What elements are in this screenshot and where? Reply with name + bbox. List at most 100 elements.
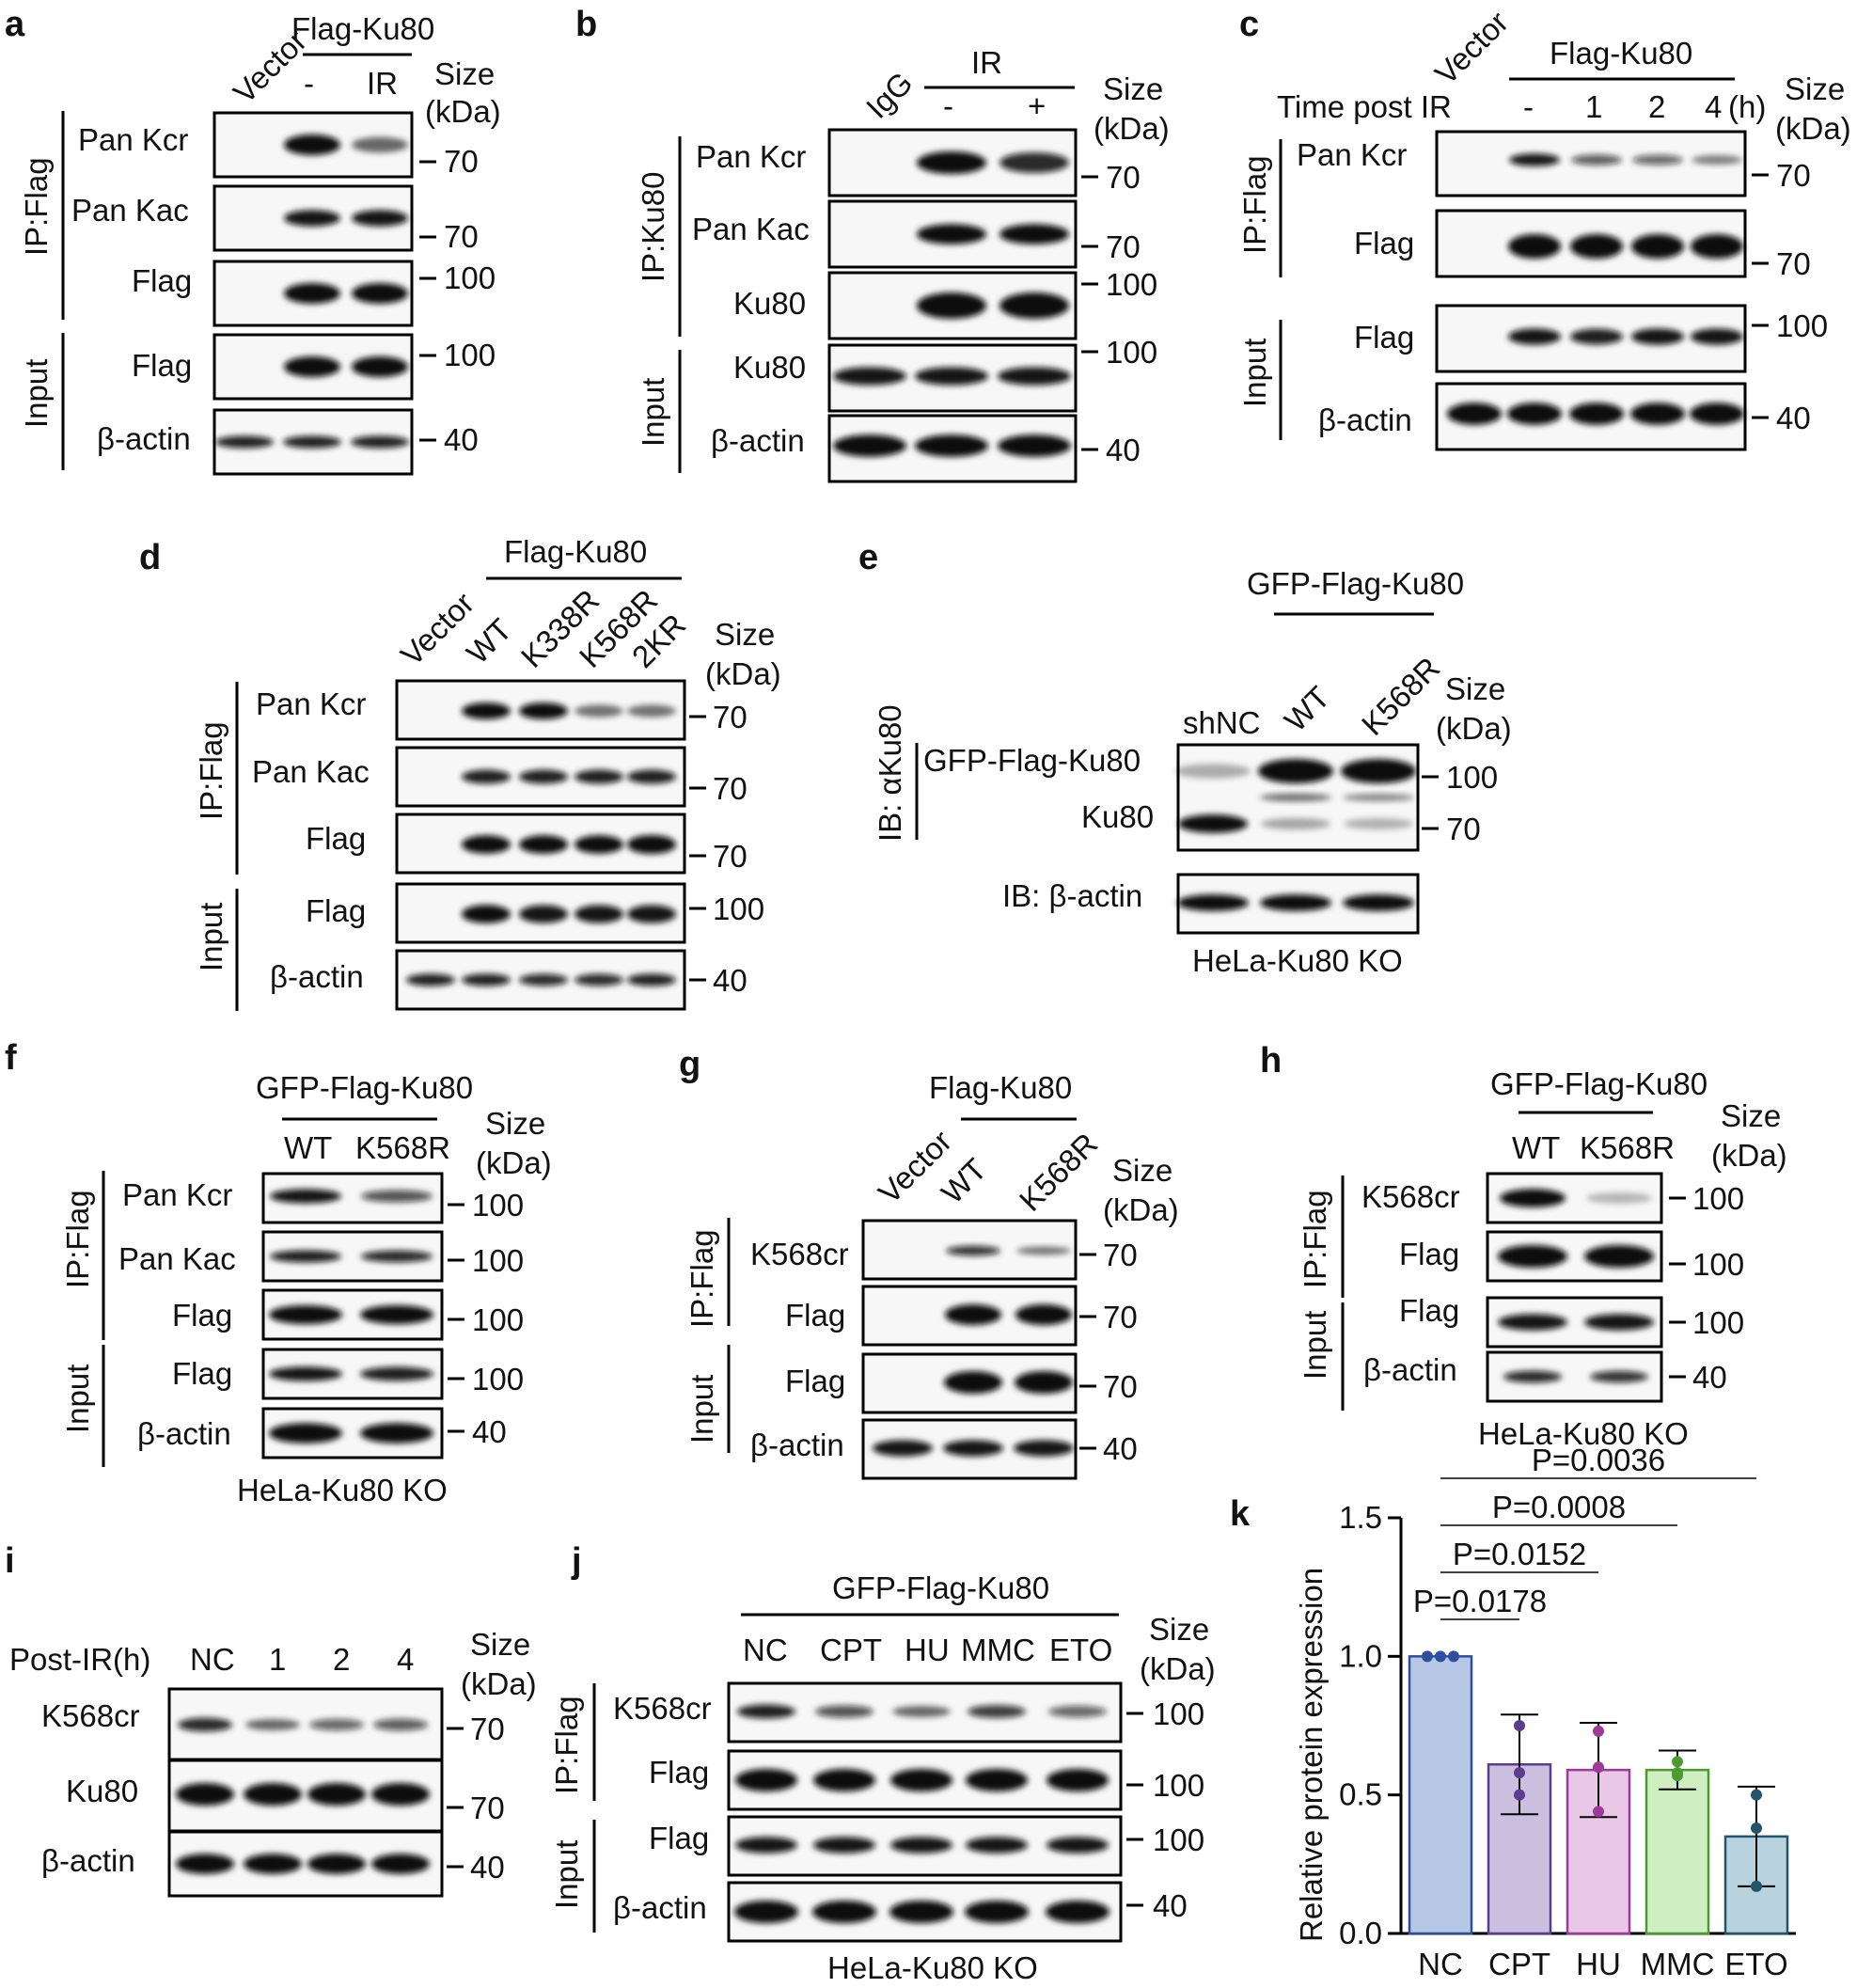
panel-b-row-pankac: Pan Kac (692, 212, 810, 246)
chart-ytick-label-1: 0.5 (1339, 1777, 1382, 1812)
blot-band-d-r3-l2 (519, 905, 568, 923)
panel-d-row-pankcr: Pan Kcr (256, 686, 366, 721)
panel-k: k Relative protein expression 0.0 0.5 1.0 1… (1230, 1443, 1796, 1981)
chart-xtick-label-mmc: MMC (1641, 1947, 1715, 1981)
blot-band-c-r0-l2 (1571, 154, 1622, 166)
panel-d-marker-2: 70 (713, 839, 748, 874)
panel-d-lane-vector: Vector (394, 586, 480, 672)
panel-b-size-1: Size (1103, 71, 1163, 106)
blot-band-j-r1-l3 (966, 1769, 1028, 1791)
blot-band-f-r4-l1 (360, 1423, 433, 1444)
blot-band-i-r2-l3 (371, 1854, 430, 1874)
chart-bar-mmc (1645, 1768, 1710, 1935)
panel-f-footer: HeLa-Ku80 KO (237, 1473, 448, 1507)
blot-band-i-r1-l0 (176, 1783, 234, 1806)
chart-point-cpt-0 (1514, 1720, 1525, 1731)
panel-h-lane-wt: WT (1512, 1130, 1560, 1165)
panel-a-size-1: Size (434, 56, 495, 91)
blot-band-d-r3-l1 (462, 905, 511, 923)
panel-d-row-pankac: Pan Kac (252, 754, 370, 789)
panel-j-header: GFP-Flag-Ku80 (832, 1570, 1049, 1605)
panel-j-group-ip: IP:Flag (549, 1696, 584, 1794)
panel-h-marker-2: 100 (1692, 1305, 1744, 1340)
panel-letter-k: k (1230, 1494, 1251, 1534)
blot-band-b-r2-l2 (999, 292, 1069, 319)
panel-f-size-1: Size (485, 1106, 545, 1141)
chart-point-cpt-2 (1514, 1789, 1525, 1801)
blot-band-b-r3-l0 (833, 367, 906, 386)
chart-point-eto-2 (1751, 1880, 1762, 1892)
panel-h-group-input: Input (1298, 1311, 1332, 1380)
blot-band-c-r0-l4 (1692, 155, 1742, 165)
blot-band-j-r2-l2 (890, 1837, 952, 1854)
blot-band-j-r1-l4 (1047, 1769, 1109, 1791)
blot-band-b-r0-l1 (917, 151, 986, 174)
panel-j-lane-mmc: MMC (961, 1633, 1035, 1667)
chart-point-cpt-1 (1514, 1767, 1525, 1779)
blot-band-f-r1-l0 (270, 1250, 341, 1263)
panel-h-bands (1498, 1189, 1654, 1383)
panel-c-marker-1: 70 (1776, 246, 1811, 281)
panel-g-marker-3: 40 (1103, 1431, 1138, 1466)
chart-point-mmc-0 (1672, 1756, 1683, 1768)
panel-c-row-actin: β-actin (1318, 402, 1412, 437)
blot-band-f-r3-l0 (269, 1366, 342, 1381)
panel-a-header: Flag-Ku80 (291, 11, 434, 46)
panel-a-bands (215, 134, 409, 449)
panel-f-row-input-flag: Flag (172, 1356, 232, 1391)
blot-band-j-r2-l0 (735, 1837, 797, 1854)
panel-letter-e: e (858, 538, 878, 577)
blot-band-b-r4-l2 (998, 434, 1071, 457)
panel-b-marker-2: 100 (1106, 267, 1157, 302)
panel-b-row-actin: β-actin (711, 423, 805, 458)
panel-i-lane-2: 2 (333, 1642, 350, 1677)
blot-band-f-r4-l0 (269, 1423, 342, 1444)
panel-j-marker-2: 100 (1153, 1822, 1204, 1857)
panel-h-row-k568cr: K568cr (1361, 1179, 1460, 1214)
blot-band-i-r2-l2 (307, 1854, 366, 1874)
panel-i-lane-1: 1 (269, 1642, 286, 1677)
blot-band-c-r3-l0 (1447, 402, 1502, 425)
blot-band-a-r2-l2 (352, 283, 408, 304)
panel-j-size-2: (kDa) (1140, 1651, 1216, 1686)
panel-a-marker-0: 70 (444, 144, 479, 179)
panel-a-size-2: (kDa) (425, 94, 501, 129)
panel-j-row-actin: β-actin (613, 1890, 707, 1925)
panel-a-lane-vector: Vector (227, 24, 313, 110)
panel-letter-b: b (575, 5, 597, 44)
blot-band-d-r4-l2 (519, 973, 568, 986)
blot-band-d-r1-l3 (574, 769, 623, 784)
panel-e-row-gfp-flag-ku80: GFP-Flag-Ku80 (923, 743, 1141, 778)
blot-band-b-r4-l1 (915, 434, 988, 457)
blot-band-i-r1-l2 (307, 1783, 366, 1806)
panel-j: j GFP-Flag-Ku80 NC CPT HU MMC ETO Size (… (549, 1541, 1216, 1985)
panel-j-marker-3: 40 (1153, 1888, 1188, 1923)
blot-band-e-r3-l0 (1177, 894, 1249, 911)
panel-c-lane-1: 1 (1585, 89, 1602, 124)
panel-h-group-ip: IP:Flag (1298, 1190, 1332, 1288)
blot-band-g-r3-l2 (1014, 1440, 1074, 1457)
panel-e-row-ku80: Ku80 (1081, 799, 1154, 834)
panel-c-size-2: (kDa) (1775, 111, 1851, 146)
panel-f-group-input: Input (60, 1365, 95, 1433)
panel-c-row-flag: Flag (1354, 226, 1414, 260)
panel-i-size-2: (kDa) (461, 1666, 537, 1701)
panel-c-row-pankcr: Pan Kcr (1297, 137, 1407, 172)
panel-j-lane-hu: HU (905, 1633, 950, 1667)
panel-f-row-pankac: Pan Kac (118, 1241, 236, 1276)
panel-i-row-k568cr: K568cr (41, 1698, 140, 1733)
panel-f-marker-4: 40 (472, 1414, 507, 1449)
blot-band-c-r1-l2 (1570, 234, 1623, 259)
panel-b-bands (833, 151, 1071, 457)
blot-band-g-r3-l1 (943, 1440, 1003, 1457)
panel-f-row-pankcr: Pan Kcr (122, 1177, 232, 1212)
blot-band-d-r0-l3 (574, 704, 623, 718)
blot-band-d-r0-l4 (627, 704, 676, 718)
blot-band-c-r3-l4 (1690, 402, 1744, 425)
blot-band-a-r4-l2 (351, 435, 409, 449)
blot-band-h-r2-l0 (1498, 1314, 1567, 1331)
panel-g-marker-0: 70 (1103, 1238, 1138, 1272)
blot-band-b-r0-l2 (999, 152, 1069, 173)
panel-i-marker-2: 40 (470, 1850, 505, 1885)
panel-j-marker-0: 100 (1153, 1696, 1204, 1731)
